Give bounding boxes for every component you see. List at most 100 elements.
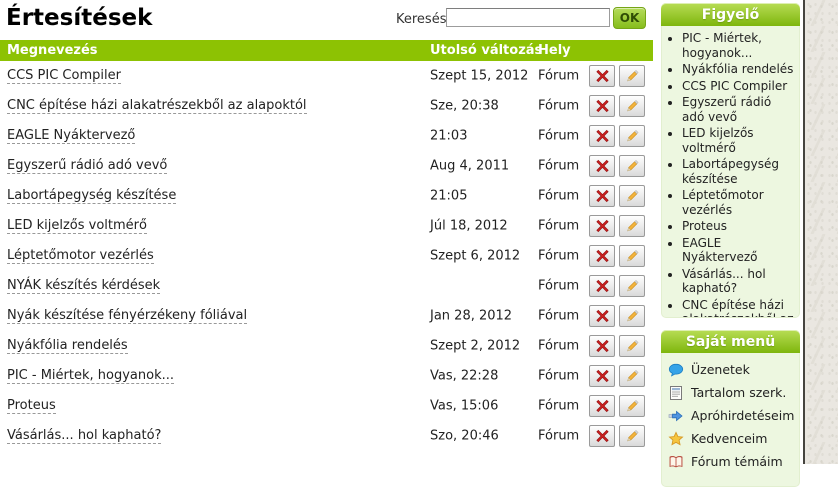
watcher-item[interactable]: EAGLE Nyáktervező	[682, 236, 796, 265]
last-change-value: Szept 6, 2012	[430, 248, 521, 264]
table-row: Egyszerű rádió adó vevő Aug 4, 2011 Fóru…	[0, 151, 653, 181]
edit-button[interactable]	[619, 215, 645, 237]
watcher-item[interactable]: Proteus	[682, 219, 796, 234]
watcher-panel: Figyelő PIC - Miértek, hogyanok... Nyákf…	[661, 3, 800, 318]
edit-button[interactable]	[619, 365, 645, 387]
table-body: CCS PIC Compiler Szept 15, 2012 Fórum CN…	[0, 61, 653, 451]
my-menu-item[interactable]: Tartalom szerk.	[667, 381, 797, 404]
watcher-item[interactable]: Léptetőmotor vezérlés	[682, 188, 796, 217]
delete-x-icon	[595, 249, 610, 263]
delete-button[interactable]	[589, 365, 615, 387]
delete-button[interactable]	[589, 65, 615, 87]
my-menu-item[interactable]: Kedvenceim	[667, 427, 797, 450]
edit-pencil-icon	[625, 309, 640, 323]
arrow-right-icon	[667, 407, 684, 424]
edit-button[interactable]	[619, 275, 645, 297]
last-change-value: Júl 18, 2012	[430, 218, 508, 234]
my-menu-item-label: Fórum témáim	[691, 454, 783, 469]
watcher-item[interactable]: Egyszerű rádió adó vevő	[682, 95, 796, 124]
topic-link[interactable]: Labortápegység készítése	[7, 188, 177, 204]
topic-link[interactable]: CNC építése házi alakatrészekből az alap…	[7, 98, 307, 114]
my-menu-item-label: Tartalom szerk.	[691, 385, 787, 400]
place-value: Fórum	[538, 368, 580, 384]
edit-button[interactable]	[619, 95, 645, 117]
last-change-value: Szo, 20:46	[430, 428, 499, 444]
watcher-item[interactable]: Labortápegység készítése	[682, 157, 796, 186]
watcher-item[interactable]: CNC építése házi alakatrészekből az alap…	[682, 298, 796, 318]
topic-link[interactable]: NYÁK készítés kérdések	[7, 278, 161, 294]
watcher-item[interactable]: PIC - Miértek, hogyanok...	[682, 31, 796, 60]
topic-link[interactable]: Nyák készítése fényérzékeny fóliával	[7, 308, 248, 324]
topic-link[interactable]: Proteus	[7, 398, 56, 414]
my-menu-item[interactable]: Üzenetek	[667, 358, 797, 381]
edit-button[interactable]	[619, 125, 645, 147]
topic-link[interactable]: Nyákfólia rendelés	[7, 338, 128, 354]
search-input[interactable]	[446, 8, 610, 27]
delete-x-icon	[595, 279, 610, 293]
edit-button[interactable]	[619, 155, 645, 177]
table-row: NYÁK készítés kérdések Fórum	[0, 271, 653, 301]
edit-button[interactable]	[619, 335, 645, 357]
my-menu-item[interactable]: Apróhirdetéseim	[667, 404, 797, 427]
delete-button[interactable]	[589, 245, 615, 267]
delete-button[interactable]	[589, 125, 615, 147]
column-header-name: Megnevezés	[7, 43, 98, 58]
topic-link[interactable]: Léptetőmotor vezérlés	[7, 248, 154, 264]
place-value: Fórum	[538, 278, 580, 294]
delete-button[interactable]	[589, 425, 615, 447]
watcher-item[interactable]: Vásárlás... hol kapható?	[682, 267, 796, 296]
edit-pencil-icon	[625, 399, 640, 413]
delete-x-icon	[595, 219, 610, 233]
search-ok-button[interactable]: OK	[613, 7, 646, 29]
document-icon	[667, 384, 684, 401]
delete-button[interactable]	[589, 305, 615, 327]
topic-link[interactable]: LED kijelzős voltmérő	[7, 218, 147, 234]
my-menu-item[interactable]: Fórum témáim	[667, 450, 797, 473]
topic-link[interactable]: Vásárlás... hol kapható?	[7, 428, 162, 444]
my-menu-item-label: Kedvenceim	[691, 431, 768, 446]
edit-pencil-icon	[625, 279, 640, 293]
topic-link[interactable]: Egyszerű rádió adó vevő	[7, 158, 168, 174]
delete-button[interactable]	[589, 275, 615, 297]
edit-button[interactable]	[619, 425, 645, 447]
topic-link[interactable]: PIC - Miértek, hogyanok...	[7, 368, 174, 384]
topic-link[interactable]: EAGLE Nyáktervező	[7, 128, 136, 144]
sidebar: Figyelő PIC - Miértek, hogyanok... Nyákf…	[661, 0, 800, 487]
table-row: LED kijelzős voltmérő Júl 18, 2012 Fórum	[0, 211, 653, 241]
edit-button[interactable]	[619, 185, 645, 207]
watcher-item[interactable]: CCS PIC Compiler	[682, 79, 796, 94]
delete-x-icon	[595, 189, 610, 203]
delete-button[interactable]	[589, 215, 615, 237]
watcher-item[interactable]: Nyákfólia rendelés	[682, 62, 796, 77]
speech-bubble-icon	[667, 361, 684, 378]
delete-x-icon	[595, 309, 610, 323]
last-change-value: Vas, 22:28	[430, 368, 499, 384]
watcher-item[interactable]: LED kijelzős voltmérő	[682, 126, 796, 155]
page-title: Értesítések	[6, 5, 153, 31]
edit-button[interactable]	[619, 245, 645, 267]
edit-button[interactable]	[619, 305, 645, 327]
topic-link[interactable]: CCS PIC Compiler	[7, 68, 121, 84]
search-label: Keresés	[396, 12, 447, 27]
table-row: EAGLE Nyáktervező 21:03 Fórum	[0, 121, 653, 151]
edit-pencil-icon	[625, 339, 640, 353]
edit-pencil-icon	[625, 189, 640, 203]
edit-button[interactable]	[619, 65, 645, 87]
table-header: Megnevezés Utolsó változás Hely	[0, 40, 653, 61]
my-menu-list: Üzenetek Tartalom szerk. Apróhirdetéseim…	[667, 358, 797, 473]
table-row: Nyákfólia rendelés Szept 2, 2012 Fórum	[0, 331, 653, 361]
watcher-panel-title: Figyelő	[661, 3, 800, 26]
table-row: Labortápegység készítése 21:05 Fórum	[0, 181, 653, 211]
delete-button[interactable]	[589, 185, 615, 207]
delete-button[interactable]	[589, 95, 615, 117]
table-row: Vásárlás... hol kapható? Szo, 20:46 Fóru…	[0, 421, 653, 451]
delete-button[interactable]	[589, 155, 615, 177]
last-change-value: Jan 28, 2012	[430, 308, 513, 324]
delete-button[interactable]	[589, 335, 615, 357]
delete-x-icon	[595, 99, 610, 113]
place-value: Fórum	[538, 248, 580, 264]
delete-button[interactable]	[589, 395, 615, 417]
last-change-value: Vas, 15:06	[430, 398, 499, 414]
edit-button[interactable]	[619, 395, 645, 417]
edit-pencil-icon	[625, 429, 640, 443]
